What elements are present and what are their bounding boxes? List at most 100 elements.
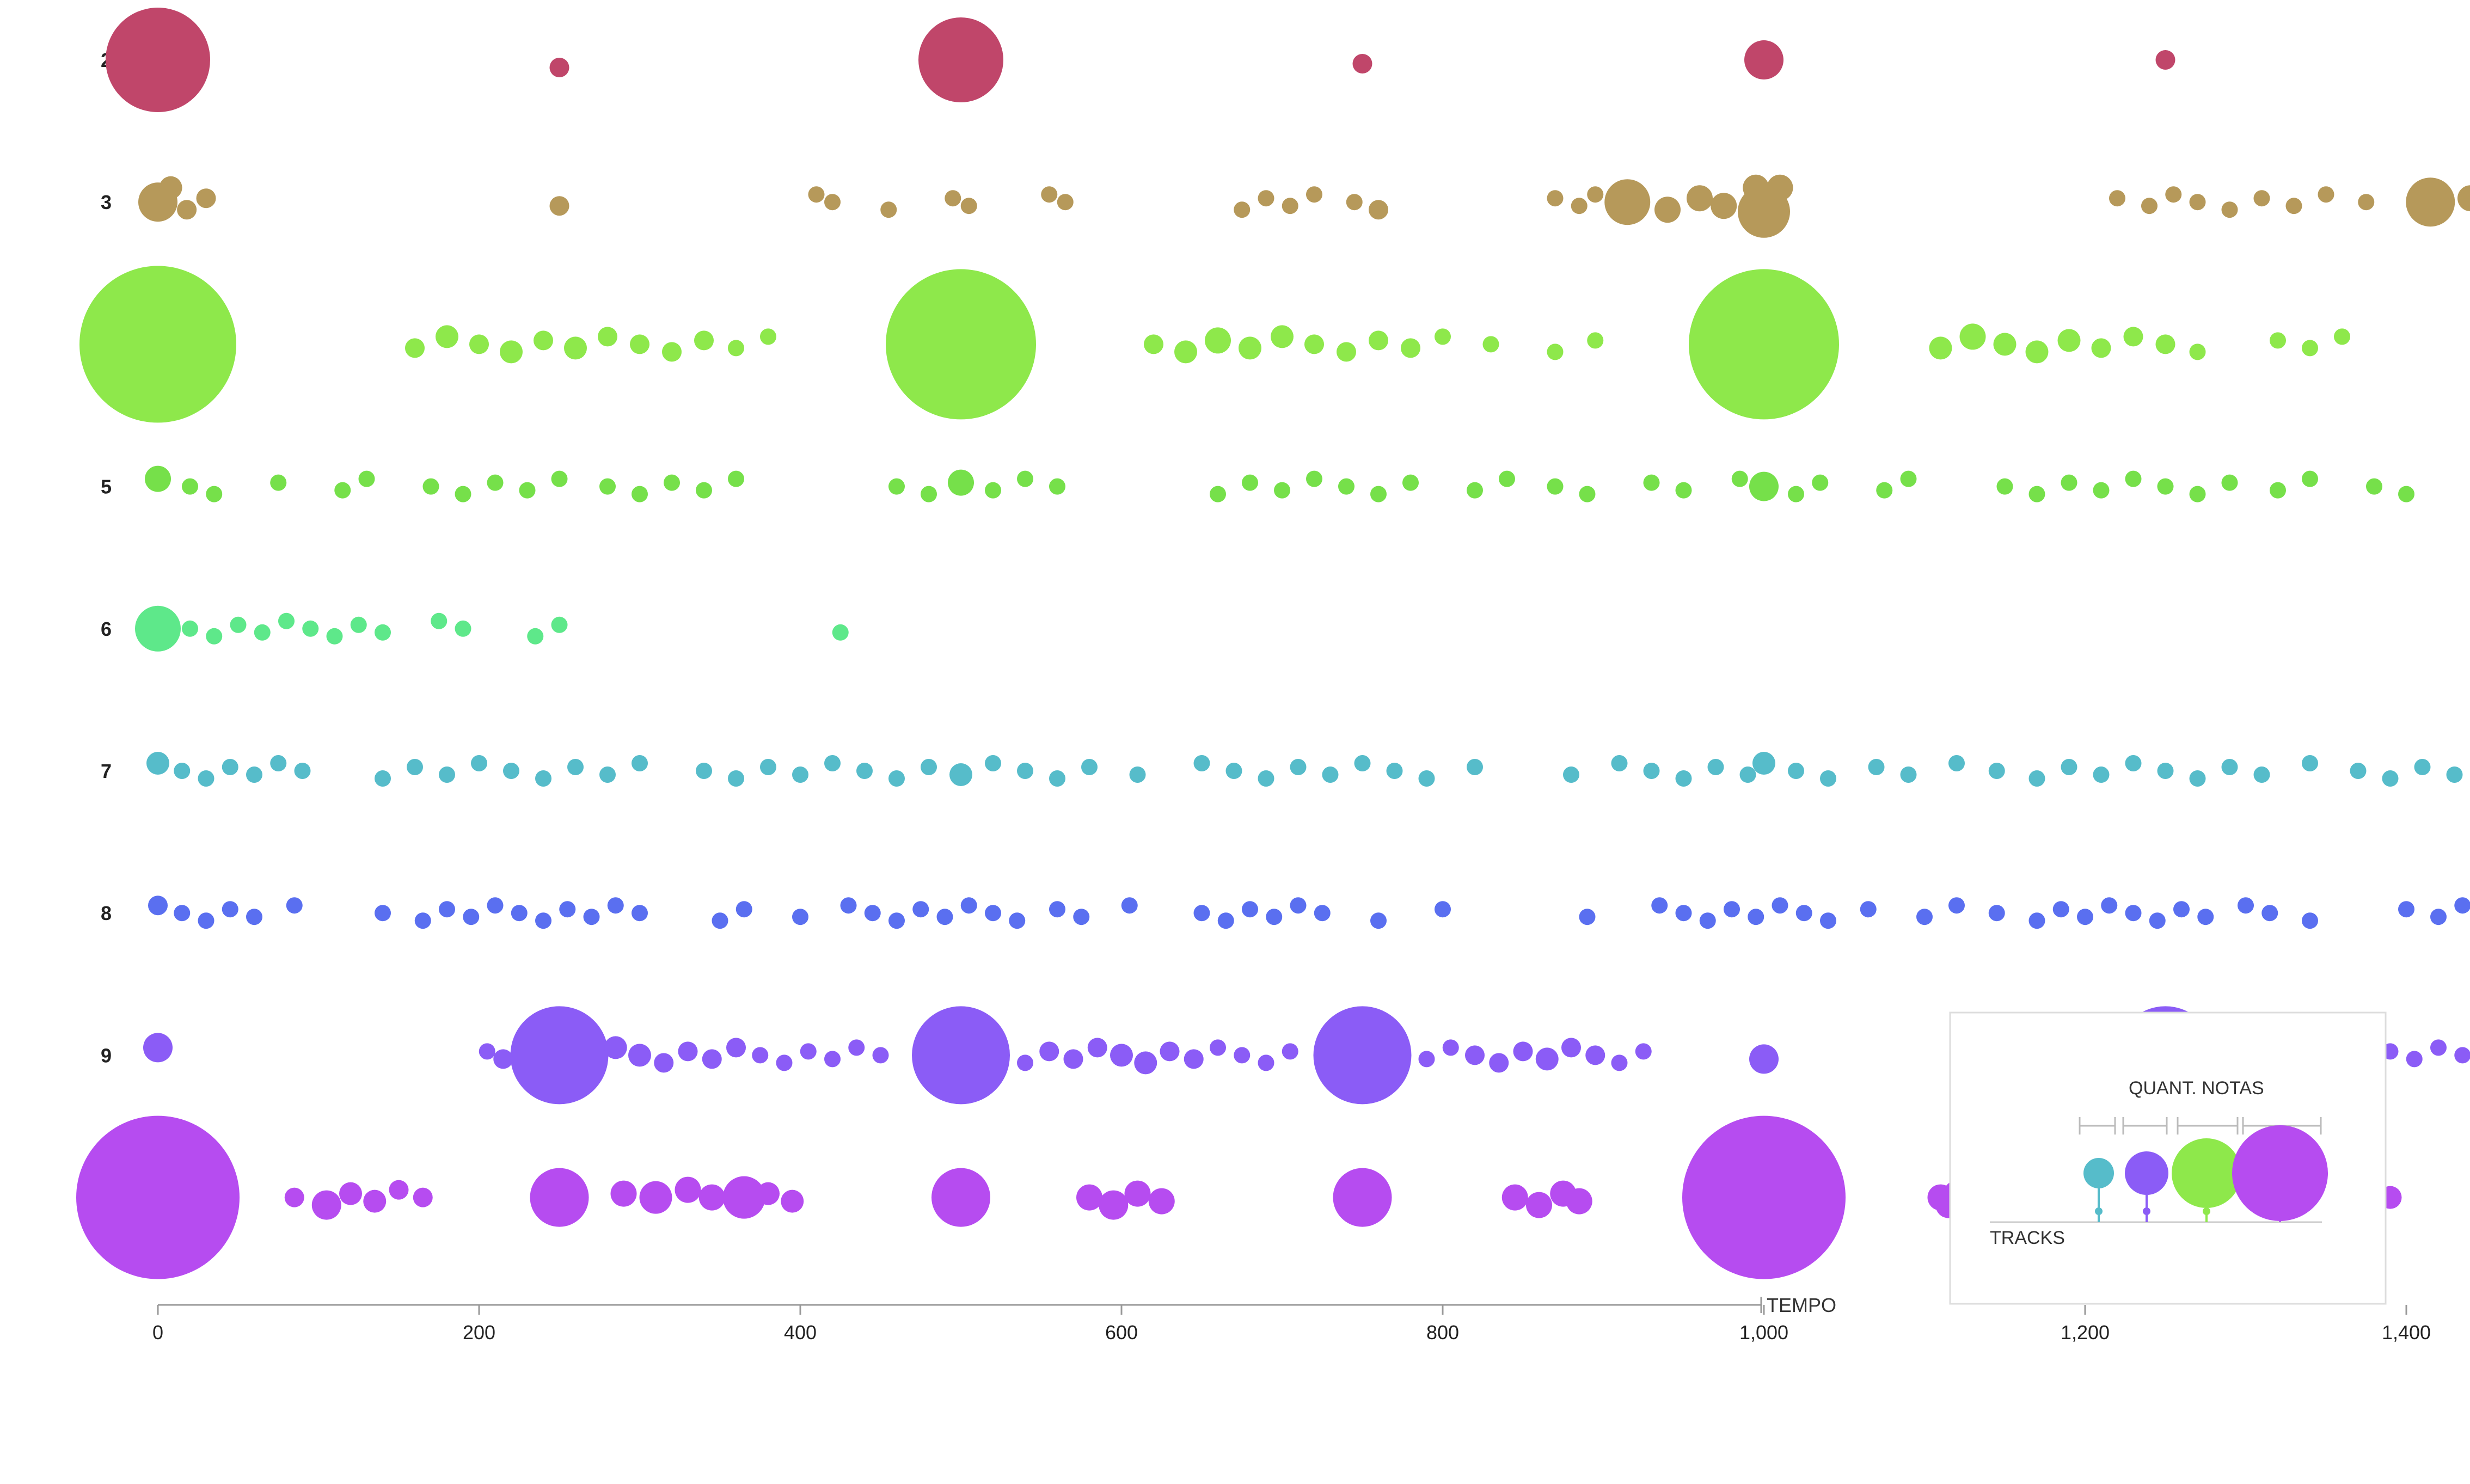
note-bubble — [1205, 327, 1231, 354]
note-bubble — [1017, 1054, 1033, 1071]
note-bubble — [1868, 759, 1885, 775]
note-bubble — [206, 628, 223, 645]
legend-size-bubble — [2232, 1125, 2328, 1221]
note-bubble — [1073, 909, 1090, 925]
legend: QUANT. NOTAS TRACKS — [1949, 1011, 2387, 1305]
note-bubble — [1988, 763, 2005, 779]
note-bubble — [1772, 897, 1788, 914]
note-bubble — [757, 1182, 780, 1205]
note-bubble — [1499, 470, 1515, 487]
note-bubble — [1129, 766, 1146, 783]
note-bubble — [302, 620, 319, 637]
note-bubble — [1651, 897, 1668, 914]
note-bubble — [1402, 474, 1419, 491]
note-bubble — [985, 755, 1001, 771]
note-bubble — [405, 338, 425, 358]
note-bubble — [1274, 482, 1290, 499]
note-bubble — [436, 325, 458, 348]
note-bubble — [1009, 912, 1026, 929]
note-bubble — [2221, 201, 2238, 218]
legend-stem-dot — [2143, 1207, 2150, 1215]
note-bubble — [1193, 905, 1210, 922]
note-bubble — [1711, 193, 1737, 219]
note-bubble — [948, 469, 974, 496]
note-bubble — [728, 470, 744, 487]
note-bubble — [1707, 759, 1724, 775]
note-bubble — [559, 901, 576, 918]
note-bubble — [1282, 1043, 1298, 1060]
note-bubble — [510, 1006, 609, 1105]
note-bubble — [414, 912, 431, 929]
note-bubble — [1635, 1043, 1652, 1060]
note-bubble — [2057, 329, 2081, 352]
note-bubble — [1352, 54, 1372, 73]
note-bubble — [2221, 759, 2238, 775]
note-bubble — [2454, 897, 2470, 914]
note-bubble — [1017, 470, 1033, 487]
track-row-8: 8 — [101, 896, 2470, 929]
note-bubble — [1767, 174, 1793, 201]
note-bubble — [824, 1051, 841, 1068]
note-bubble — [1820, 770, 1836, 787]
note-bubble — [2270, 482, 2286, 499]
legend-stem-dot — [2203, 1207, 2210, 1215]
note-bubble — [1689, 269, 1839, 420]
note-bubble — [500, 340, 523, 364]
note-bubble — [1561, 1038, 1581, 1058]
note-bubble — [270, 755, 287, 771]
note-bubble — [1076, 1184, 1102, 1211]
legend-size-bubble — [2125, 1151, 2168, 1195]
note-bubble — [1386, 763, 1403, 779]
note-bubble — [363, 1189, 387, 1213]
note-bubble — [1876, 482, 1893, 499]
note-bubble — [2157, 763, 2174, 779]
note-bubble — [106, 8, 210, 112]
note-bubble — [174, 763, 191, 779]
note-bubble — [422, 478, 439, 495]
note-bubble — [161, 71, 181, 91]
note-bubble — [182, 478, 198, 495]
note-bubble — [2261, 905, 2278, 922]
note-bubble — [639, 1181, 672, 1214]
note-bubble — [1442, 1039, 1459, 1056]
note-bubble — [1948, 755, 1965, 771]
note-bubble — [246, 766, 262, 783]
note-bubble — [1643, 474, 1660, 491]
note-bubble — [1258, 1054, 1274, 1071]
note-bubble — [1242, 474, 1258, 491]
note-bubble — [2125, 905, 2142, 922]
note-bubble — [632, 486, 648, 502]
note-bubble — [1217, 912, 1234, 929]
note-bubble — [1081, 759, 1098, 775]
note-bubble — [1579, 909, 1596, 925]
note-bubble — [583, 909, 600, 925]
x-tick-label: 600 — [1105, 1321, 1138, 1344]
note-bubble — [1234, 1047, 1251, 1064]
note-bubble — [1239, 336, 1261, 360]
note-bubble — [2398, 486, 2414, 502]
track-label: 3 — [101, 191, 112, 213]
note-bubble — [1063, 1049, 1083, 1069]
note-bubble — [1535, 1047, 1559, 1071]
note-bubble — [864, 905, 881, 922]
note-bubble — [182, 620, 198, 637]
note-bubble — [856, 763, 873, 779]
note-bubble — [206, 486, 223, 502]
legend-stem-dot — [2095, 1207, 2103, 1215]
note-bubble — [311, 1190, 341, 1220]
note-bubble — [1585, 1045, 1605, 1065]
note-bubble — [1948, 897, 1965, 914]
note-bubble — [664, 474, 680, 491]
note-bubble — [1184, 1049, 1204, 1069]
note-bubble — [2189, 344, 2206, 360]
note-bubble — [2101, 897, 2118, 914]
note-bubble — [2446, 766, 2463, 783]
track-label: 7 — [101, 760, 112, 782]
note-bubble — [1290, 759, 1307, 775]
note-bubble — [146, 752, 169, 775]
note-bubble — [1749, 1044, 1779, 1074]
note-bubble — [1049, 901, 1065, 918]
note-bubble — [2189, 770, 2206, 787]
note-bubble — [2061, 474, 2077, 491]
note-bubble — [358, 470, 375, 487]
